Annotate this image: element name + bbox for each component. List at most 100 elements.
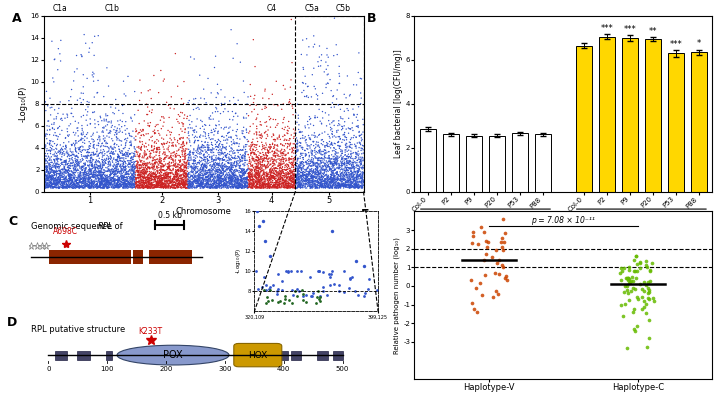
Point — [146, 147, 158, 154]
Point — [281, 172, 292, 178]
Point — [138, 170, 150, 176]
Point — [350, 162, 362, 169]
Point — [334, 136, 346, 142]
Point — [153, 158, 165, 164]
Point — [292, 165, 304, 172]
Point — [116, 152, 128, 158]
Point — [225, 174, 237, 181]
Point — [185, 164, 197, 170]
Point — [248, 99, 260, 106]
Point — [316, 184, 328, 190]
Point — [231, 168, 243, 174]
Point — [221, 164, 233, 170]
Point — [76, 179, 88, 185]
Point — [98, 167, 110, 173]
Point — [71, 181, 83, 187]
Point — [150, 159, 161, 166]
Point — [291, 174, 302, 181]
Point — [310, 175, 321, 181]
Point — [260, 150, 271, 156]
Point — [60, 157, 72, 163]
Point — [265, 172, 277, 178]
Point — [81, 175, 92, 181]
Point — [331, 176, 342, 183]
Point — [46, 121, 57, 127]
Point — [295, 161, 307, 167]
Point — [64, 162, 76, 169]
Point — [349, 155, 361, 162]
Point — [279, 124, 291, 130]
Point — [342, 180, 354, 186]
Point — [148, 176, 160, 182]
Point — [224, 124, 236, 130]
Point — [210, 157, 222, 163]
Point — [140, 152, 152, 158]
Point — [103, 168, 114, 174]
Point — [166, 181, 178, 187]
Point — [202, 158, 214, 164]
Point — [131, 162, 142, 168]
Point — [226, 174, 238, 180]
Point — [48, 174, 60, 181]
Point — [140, 179, 151, 186]
Point — [293, 174, 305, 181]
Point — [198, 96, 210, 102]
Point — [187, 179, 198, 185]
Point — [56, 174, 68, 180]
Point — [331, 156, 342, 162]
Point — [116, 148, 128, 154]
Point — [163, 155, 174, 161]
Point — [323, 148, 334, 155]
Point — [63, 184, 75, 190]
Point — [262, 147, 273, 154]
Point — [172, 83, 183, 89]
Point — [84, 174, 96, 181]
Point — [330, 160, 342, 166]
Point — [125, 175, 137, 181]
Point — [345, 126, 356, 132]
Point — [68, 113, 79, 120]
Point — [324, 166, 335, 173]
Point — [78, 177, 89, 183]
Point — [70, 162, 81, 168]
Point — [212, 166, 224, 173]
Point — [194, 176, 206, 183]
Point — [295, 165, 307, 171]
Point — [294, 135, 306, 142]
Point — [292, 160, 303, 167]
Point — [230, 180, 242, 186]
Point — [175, 178, 187, 184]
Point — [617, 313, 629, 320]
Point — [324, 165, 336, 172]
Point — [335, 171, 347, 178]
Point — [104, 127, 116, 134]
Point — [281, 177, 293, 183]
Point — [38, 184, 49, 190]
Point — [247, 183, 259, 189]
Point — [119, 182, 131, 188]
Point — [102, 113, 113, 119]
Point — [144, 148, 156, 154]
Point — [314, 182, 326, 189]
Point — [165, 173, 177, 180]
Point — [106, 170, 118, 176]
Point — [252, 154, 264, 160]
Point — [312, 185, 324, 191]
Point — [49, 180, 61, 187]
Point — [219, 177, 230, 184]
Point — [76, 127, 88, 133]
Point — [142, 160, 153, 166]
Point — [67, 162, 79, 169]
Point — [269, 175, 281, 181]
Point — [132, 164, 143, 170]
Point — [337, 168, 349, 174]
Point — [122, 150, 134, 156]
Point — [300, 183, 311, 190]
Point — [63, 152, 74, 158]
Point — [298, 172, 310, 178]
Point — [307, 182, 318, 189]
Point — [320, 166, 332, 172]
Point — [235, 151, 246, 158]
Point — [142, 182, 154, 189]
Point — [152, 175, 164, 182]
